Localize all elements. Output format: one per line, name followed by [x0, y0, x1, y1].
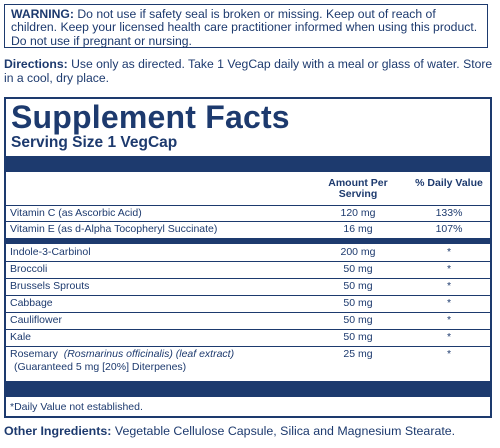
nutrient-dv: * [446, 246, 452, 258]
divider-mid [6, 238, 490, 244]
divider-header [6, 205, 490, 206]
facts-title: Supplement Facts [11, 99, 290, 135]
nutrient-amount: 50 mg [343, 331, 373, 343]
nutrient-dv: * [446, 331, 452, 343]
row-divider [6, 312, 490, 313]
row-divider [6, 278, 490, 279]
nutrient-name: Indole-3-Carbinol [10, 246, 91, 258]
nutrient-name: Vitamin E (as d-Alpha Tocopheryl Succina… [10, 223, 218, 235]
nutrient-amount: 50 mg [343, 263, 373, 275]
nutrient-dv: * [446, 297, 452, 309]
divider-thick-top [6, 156, 490, 172]
fact-row: Cauliflower 50 mg * [6, 313, 490, 328]
fact-row: Vitamin E (as d-Alpha Tocopheryl Succina… [6, 222, 490, 237]
nutrient-amount: 16 mg [343, 223, 373, 235]
rosemary-latin: (Rosmarinus officinalis) [63, 348, 173, 360]
header-daily-value: % Daily Value [415, 177, 483, 189]
nutrient-amount: 25 mg [343, 348, 373, 360]
rosemary-guarantee: (Guaranteed 5 mg [20%] Diterpenes) [14, 361, 187, 373]
rosemary-name: Rosemary [10, 348, 58, 360]
footnote: *Daily Value not established. [10, 401, 143, 413]
warning-label: WARNING: [11, 7, 74, 21]
fact-row: Kale 50 mg * [6, 330, 490, 345]
nutrient-amount: 50 mg [343, 314, 373, 326]
fact-row: Brussels Sprouts 50 mg * [6, 279, 490, 294]
nutrient-dv: * [446, 280, 452, 292]
nutrient-dv: 107% [435, 223, 463, 235]
nutrient-name: Broccoli [10, 263, 48, 275]
fact-row: Cabbage 50 mg * [6, 296, 490, 311]
nutrient-name: Brussels Sprouts [10, 280, 90, 292]
other-text: Vegetable Cellulose Capsule, Silica and … [114, 424, 456, 438]
nutrient-name: Vitamin C (as Ascorbic Acid) [10, 207, 142, 219]
fact-row: Broccoli 50 mg * [6, 262, 490, 277]
warning-text: Do not use if safety seal is broken or m… [11, 7, 478, 48]
row-divider [6, 295, 490, 296]
nutrient-name: Cabbage [10, 297, 53, 309]
nutrient-amount: 50 mg [343, 297, 373, 309]
warning-box: WARNING: Do not use if safety seal is br… [4, 4, 488, 48]
divider-thick-bottom [6, 381, 490, 397]
row-divider [6, 346, 490, 347]
row-divider [6, 329, 490, 330]
fact-row: Rosemary (Rosmarinus officinalis) (leaf … [6, 347, 490, 377]
other-ingredients: Other Ingredients: Vegetable Cellulose C… [4, 424, 498, 438]
nutrient-dv: * [446, 314, 452, 326]
nutrient-name: Rosemary (Rosmarinus officinalis) (leaf … [10, 347, 234, 362]
nutrient-name: Cauliflower [10, 314, 62, 326]
nutrient-name: Kale [10, 331, 32, 343]
directions: Directions: Use only as directed. Take 1… [4, 57, 494, 85]
header-amount: Amount Per Serving [328, 177, 388, 200]
directions-text: Use only as directed. Take 1 VegCap dail… [4, 57, 493, 85]
serving-size: Serving Size 1 VegCap [11, 134, 178, 151]
directions-label: Directions: [4, 57, 68, 71]
row-divider [6, 261, 490, 262]
nutrient-dv: * [446, 263, 452, 275]
rosemary-part: (leaf extract) [175, 348, 235, 360]
fact-row: Vitamin C (as Ascorbic Acid) 120 mg 133% [6, 206, 490, 221]
nutrient-amount: 200 mg [340, 246, 376, 258]
row-divider [6, 221, 490, 222]
nutrient-amount: 50 mg [343, 280, 373, 292]
nutrient-dv: 133% [435, 207, 463, 219]
other-label: Other Ingredients: [4, 424, 112, 438]
supplement-facts-panel: Supplement Facts Serving Size 1 VegCap A… [4, 97, 492, 418]
fact-row: Indole-3-Carbinol 200 mg * [6, 245, 490, 260]
nutrient-amount: 120 mg [340, 207, 376, 219]
nutrient-dv: * [446, 348, 452, 360]
